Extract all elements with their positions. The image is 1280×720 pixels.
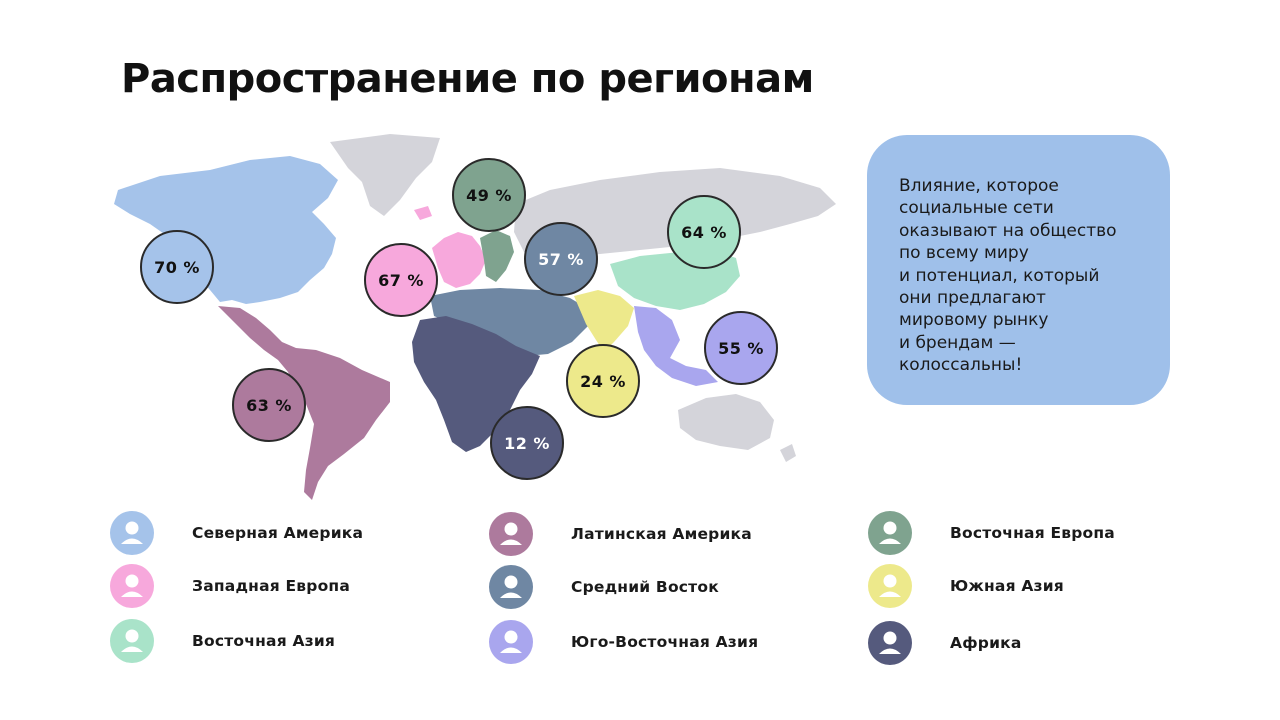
north-america-bubble: 70 % — [140, 230, 214, 304]
south-asia-region — [574, 290, 634, 352]
legend-label: Восточная Азия — [192, 632, 336, 650]
middle-east-value: 57 % — [538, 249, 584, 269]
person-icon — [110, 511, 154, 555]
middle-east-bubble: 57 % — [524, 222, 598, 296]
africa-region — [412, 316, 540, 452]
western-europe-value: 67 % — [378, 270, 424, 290]
person-icon — [868, 511, 912, 555]
info-line: социальные сети — [899, 198, 1054, 219]
legend-item-southeast-asia: Юго-Восточная Азия — [489, 619, 758, 665]
legend-item-africa: Африка — [868, 620, 1022, 666]
middle-east-region — [430, 288, 590, 356]
greenland-region — [330, 134, 440, 216]
legend-label: Южная Азия — [950, 577, 1064, 595]
eastern-europe-bubble: 49 % — [452, 158, 526, 232]
person-icon — [489, 565, 533, 609]
info-line: и брендам — — [899, 332, 1016, 353]
info-line: оказывают на общество — [899, 220, 1117, 241]
legend-label: Восточная Европа — [950, 524, 1115, 542]
africa-bubble: 12 % — [490, 406, 564, 480]
east-asia-bubble: 64 % — [667, 195, 741, 269]
legend-item-north-america: Северная Америка — [110, 510, 363, 556]
legend-label: Африка — [950, 634, 1022, 652]
north-america-value: 70 % — [154, 257, 200, 277]
person-icon — [110, 619, 154, 663]
south-asia-value: 24 % — [580, 371, 626, 391]
info-line: они предлагают — [899, 288, 1046, 309]
person-icon — [489, 620, 533, 664]
person-icon — [110, 564, 154, 608]
east-asia-value: 64 % — [681, 222, 727, 242]
legend-label: Западная Европа — [192, 577, 350, 595]
page-title: Распространение по регионам — [121, 56, 814, 102]
eastern-europe-region — [480, 230, 514, 282]
world-map — [114, 134, 836, 500]
person-icon — [868, 564, 912, 608]
legend-item-middle-east: Средний Восток — [489, 564, 719, 610]
legend-item-east-asia: Восточная Азия — [110, 618, 335, 664]
info-line: и потенциал, который — [899, 265, 1100, 286]
info-line: по всему миру — [899, 243, 1029, 264]
info-line: мировому рынку — [899, 310, 1049, 331]
southeast-asia-value: 55 % — [718, 338, 764, 358]
info-line: Влияние, которое — [899, 176, 1059, 196]
latin-america-bubble: 63 % — [232, 368, 306, 442]
western-europe-bubble: 67 % — [364, 243, 438, 317]
info-box: Влияние, которое социальные сети оказыва… — [867, 135, 1170, 405]
north-america-region — [114, 156, 338, 304]
legend-item-latin-america: Латинская Америка — [489, 511, 752, 557]
legend-item-eastern-europe: Восточная Европа — [868, 510, 1115, 556]
legend-label: Средний Восток — [571, 578, 719, 596]
legend-label: Латинская Америка — [571, 525, 752, 543]
southeast-asia-bubble: 55 % — [704, 311, 778, 385]
legend-item-south-asia: Южная Азия — [868, 563, 1064, 609]
south-asia-bubble: 24 % — [566, 344, 640, 418]
western-europe-region — [432, 232, 486, 288]
legend-label: Юго-Восточная Азия — [571, 633, 759, 651]
legend-label: Северная Америка — [192, 524, 364, 542]
africa-value: 12 % — [504, 433, 550, 453]
australia-region — [678, 394, 774, 450]
person-icon — [489, 512, 533, 556]
info-line: колоссальны! — [899, 355, 1023, 376]
legend-item-western-europe: Западная Европа — [110, 563, 350, 609]
latin-america-region — [218, 306, 390, 500]
southeast-asia-region — [634, 306, 718, 386]
person-icon — [868, 621, 912, 665]
eastern-europe-value: 49 % — [466, 185, 512, 205]
latin-america-value: 63 % — [246, 395, 292, 415]
